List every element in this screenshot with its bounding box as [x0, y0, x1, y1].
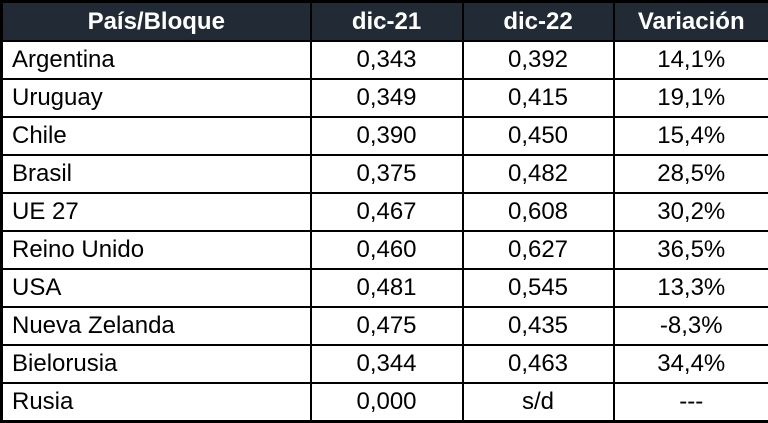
country-cell: Chile — [0, 116, 312, 156]
variacion-value-cell: 19,1% — [612, 78, 768, 118]
dic21-value-cell: 0,475 — [309, 306, 464, 346]
dic21-value-cell: 0,349 — [309, 78, 464, 118]
dic21-value-cell: 0,344 — [309, 344, 464, 384]
dic22-value-cell: 0,392 — [461, 40, 615, 80]
dic22-value-cell: 0,463 — [461, 344, 615, 384]
country-cell: Reino Unido — [0, 230, 312, 270]
variacion-value-cell: 15,4% — [612, 116, 768, 156]
variacion-value-cell: 28,5% — [612, 154, 768, 194]
dic22-value-cell: 0,627 — [461, 230, 615, 270]
dic22-value-cell: s/d — [461, 382, 615, 423]
dic21-value-cell: 0,467 — [309, 192, 464, 232]
table-row: Brasil 0,375 0,482 28,5% — [0, 154, 768, 194]
dic22-value-cell: 0,608 — [461, 192, 615, 232]
dic21-value-cell: 0,460 — [309, 230, 464, 270]
table-row: Bielorusia 0,344 0,463 34,4% — [0, 344, 768, 384]
dic21-value-cell: 0,481 — [309, 268, 464, 308]
table-row: Nueva Zelanda 0,475 0,435 -8,3% — [0, 306, 768, 346]
dic22-value-cell: 0,545 — [461, 268, 615, 308]
dic21-value-cell: 0,390 — [309, 116, 464, 156]
country-cell: Nueva Zelanda — [0, 306, 312, 346]
country-cell: Rusia — [0, 382, 312, 423]
table-row: UE 27 0,467 0,608 30,2% — [0, 192, 768, 232]
country-cell: Bielorusia — [0, 344, 312, 384]
dic21-value-cell: 0,343 — [309, 40, 464, 80]
variacion-value-cell: 13,3% — [612, 268, 768, 308]
dic21-value-cell: 0,000 — [309, 382, 464, 423]
variacion-value-cell: 30,2% — [612, 192, 768, 232]
dic22-value-cell: 0,415 — [461, 78, 615, 118]
dic22-value-cell: 0,482 — [461, 154, 615, 194]
table-body: Argentina 0,343 0,392 14,1% Uruguay 0,349 0,41… — [0, 40, 768, 423]
dic21-value-cell: 0,375 — [309, 154, 464, 194]
table-row: Reino Unido 0,460 0,627 36,5% — [0, 230, 768, 270]
country-cell: Argentina — [0, 40, 312, 80]
variacion-value-cell: --- — [612, 382, 768, 423]
country-cell: Uruguay — [0, 78, 312, 118]
dic22-value-cell: 0,435 — [461, 306, 615, 346]
table-row: Argentina 0,343 0,392 14,1% — [0, 40, 768, 80]
variacion-value-cell: 34,4% — [612, 344, 768, 384]
table-row: Uruguay 0,349 0,415 19,1% — [0, 78, 768, 118]
column-header-pais-bloque: País/Bloque — [0, 0, 312, 42]
header-row: País/Bloque dic-21 dic-22 Variación — [0, 0, 768, 42]
country-cell: Brasil — [0, 154, 312, 194]
table-row: Rusia 0,000 s/d --- — [0, 382, 768, 423]
variacion-value-cell: 14,1% — [612, 40, 768, 80]
column-header-dic-22: dic-22 — [461, 0, 615, 42]
dic22-value-cell: 0,450 — [461, 116, 615, 156]
column-header-dic-21: dic-21 — [309, 0, 464, 42]
variacion-value-cell: -8,3% — [612, 306, 768, 346]
table-header: País/Bloque dic-21 dic-22 Variación — [0, 0, 768, 42]
column-header-variacion: Variación — [612, 0, 768, 42]
country-cell: USA — [0, 268, 312, 308]
table-row: USA 0,481 0,545 13,3% — [0, 268, 768, 308]
table-row: Chile 0,390 0,450 15,4% — [0, 116, 768, 156]
variacion-value-cell: 36,5% — [612, 230, 768, 270]
country-cell: UE 27 — [0, 192, 312, 232]
